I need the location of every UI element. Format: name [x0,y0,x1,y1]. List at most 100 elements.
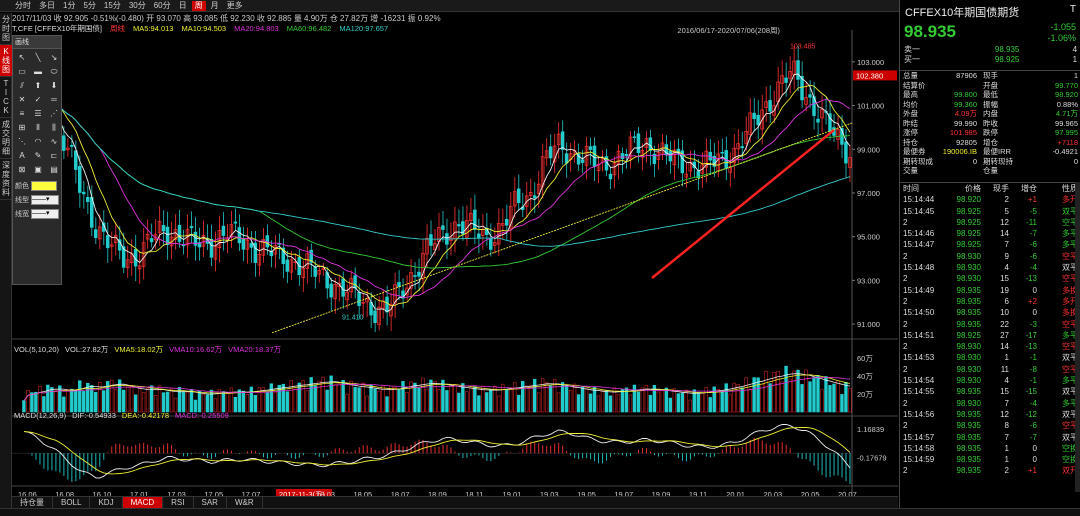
trade-row[interactable]: 15:14:44 98.920 2 +1 多开 [900,194,1080,205]
indicator-tab[interactable]: SAR [194,497,227,508]
macd-legend-item: MACD:-0.25509 [175,411,229,420]
volume-bar [449,384,453,413]
rect-fill-tool-icon[interactable]: ▬ [34,67,42,76]
trade-row[interactable]: 15:14:49 98.935 19 0 多换 [900,285,1080,296]
color-swatch[interactable] [31,181,57,191]
hline-tool-icon[interactable]: ═ [51,95,57,104]
trade-oi: +1 [1027,195,1037,205]
kline-chart[interactable]: 103.000 101.000 99.000 97.000 95.000 93.000 91… [12,24,898,508]
trade-row[interactable]: 2 98.935 8 -6 空平 [900,420,1080,431]
line-width-select[interactable]: ——▾ [31,209,59,219]
rect-tool-icon[interactable]: ▭ [18,67,26,76]
fan-tool-icon[interactable]: ⋱ [18,137,26,146]
trade-row[interactable]: 2 98.930 7 -4 多平 [900,398,1080,409]
cursor-tool-icon[interactable]: ↖ [18,53,26,62]
trade-qty: 1 [1004,443,1009,453]
volume-bar [197,391,202,413]
period-tab[interactable]: 更多 [226,1,243,10]
ob-price: 98.925 [994,54,1020,64]
indicator-tab[interactable]: 持仓量 [12,497,53,508]
trade-row[interactable]: 15:14:53 98.930 1 -1 双平 [900,352,1080,363]
grid-tool-icon[interactable]: ⊞ [18,123,26,132]
text-tool-icon[interactable]: A [19,151,25,160]
volume-legend: VOL(5,10,20) VOL:27.82万 VMA5:18.02万 VMA10:1… [14,345,282,354]
volume-bar [684,389,688,413]
line-type-select[interactable]: ——▾ [31,195,59,205]
trade-row[interactable]: 15:14:46 98.925 14 -7 多平 [900,228,1080,239]
period-tab[interactable]: 60分 [153,1,171,10]
stat-row: 昨结 99.990 昨收 99.965 [900,119,1080,129]
trade-row[interactable]: 2 98.935 2 +1 双开 [900,465,1080,476]
trade-row[interactable]: 15:14:56 98.935 12 -12 双平 [900,409,1080,420]
period-tab[interactable]: 5分 [83,1,96,10]
line-tool-icon[interactable]: ╲ [35,53,41,62]
trade-row[interactable]: 2 98.925 12 -11 空平 [900,217,1080,228]
parallel-tool-icon[interactable]: ⫽ [20,81,24,90]
check-tool-icon[interactable]: ✓ [34,95,42,104]
period-tab[interactable]: 15分 [103,1,121,10]
period-tab[interactable]: 多日 [39,1,55,10]
image-tool-icon[interactable]: ▣ [34,165,42,174]
ellipse-tool-icon[interactable]: ⬭ [50,67,58,76]
trade-row[interactable]: 15:14:51 98.925 27 -17 多平 [900,330,1080,341]
ruler-tool-icon[interactable]: ⊏ [50,151,58,160]
trade-row[interactable]: 15:14:55 98.935 15 -15 双平 [900,386,1080,397]
indicator-tab[interactable]: W&R [227,497,263,508]
channel-tool-icon[interactable]: ≡ [19,109,25,118]
trade-row[interactable]: 2 98.935 6 +2 多开 [900,296,1080,307]
cross-tool-icon[interactable]: ✕ [18,95,26,104]
up-arrow-tool-icon[interactable]: ⬆ [34,81,42,90]
period-tab[interactable]: 周 [191,1,206,11]
volume-bar [401,381,405,413]
trade-row[interactable]: 15:14:57 98.935 7 -7 双平 [900,432,1080,443]
candle-body [644,138,649,148]
candle-body [149,238,154,243]
trade-row[interactable]: 15:14:58 98.935 1 0 空换 [900,443,1080,454]
indicator-tab[interactable]: MACD [122,497,164,508]
indicator-tab[interactable]: RSI [163,497,194,508]
trade-price: 98.935 [956,285,981,295]
period-tool-icon[interactable]: ⫼ [52,123,56,132]
trade-row[interactable]: 2 98.930 14 -13 空平 [900,341,1080,352]
period-tab[interactable]: 月 [210,1,219,10]
note-tool-icon[interactable]: ✎ [34,151,42,160]
x-tick-label: 18.11 [465,490,483,499]
period-tab[interactable]: 30分 [128,1,146,10]
candle-body [125,259,130,269]
fib-tool-icon[interactable]: ☰ [34,109,42,118]
side-tab[interactable]: 分时图 [0,13,12,45]
arc-tool-icon[interactable]: ◠ [34,137,42,146]
trade-row[interactable]: 15:14:54 98.930 4 -1 多平 [900,375,1080,386]
indicator-tab[interactable]: KDJ [90,497,123,508]
period-tab[interactable]: 分时 [15,1,31,10]
trade-row[interactable]: 15:14:50 98.935 10 0 多换 [900,307,1080,318]
trade-row[interactable]: 15:14:45 98.925 5 -5 双平 [900,206,1080,217]
vline-tool-icon[interactable]: ⦀ [36,123,40,132]
period-tab[interactable]: 日 [178,1,187,10]
side-tab[interactable]: 成交明细 [0,118,12,159]
candle-body [165,226,170,246]
ray-tool-icon[interactable]: ↘ [50,53,58,62]
trade-row[interactable]: 2 98.930 9 -6 空平 [900,251,1080,262]
trade-row[interactable]: 15:14:47 98.925 7 -6 多平 [900,239,1080,250]
trade-row[interactable]: 2 98.930 15 -13 空平 [900,273,1080,284]
trade-row[interactable]: 2 98.930 11 -8 空平 [900,364,1080,375]
trades-scrollbar[interactable] [1075,182,1080,492]
trade-row[interactable]: 15:14:48 98.930 4 -4 双平 [900,262,1080,273]
trade-row[interactable]: 15:14:59 98.935 1 0 空换 [900,454,1080,465]
down-arrow-tool-icon[interactable]: ⬇ [50,81,58,90]
lock-tool-icon[interactable]: ⊠ [18,165,26,174]
candle-body [313,266,317,277]
side-tab[interactable]: 深度资料 [0,159,12,200]
wave-tool-icon[interactable]: ∿ [50,137,58,146]
delete-tool-icon[interactable]: ▤ [50,165,58,174]
trade-price: 98.925 [956,229,981,239]
period-tab[interactable]: 1分 [63,1,76,10]
indicator-tab[interactable]: BOLL [53,497,91,508]
gann-tool-icon[interactable]: ⋰ [50,109,58,118]
trade-row[interactable]: 2 98.935 22 -3 空平 [900,319,1080,330]
volume-bar [824,376,828,413]
volume-legend-item: VMA5:18.02万 [114,345,163,354]
